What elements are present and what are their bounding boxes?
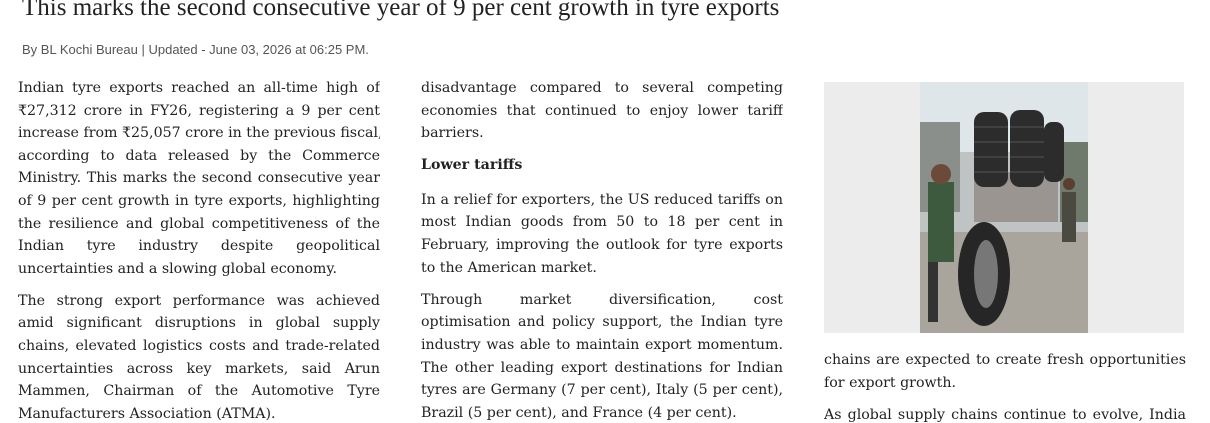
section-heading: Lower tariffs xyxy=(421,157,523,174)
text-line: Brazil (5 per cent), and France (4 per c… xyxy=(421,404,737,421)
text-line: according to data released by the Commer… xyxy=(18,147,380,164)
column: disadvantage compared to several competi… xyxy=(421,77,783,423)
column: Indian tyre exports reached an all-time … xyxy=(18,77,380,423)
text-line: Ministry. This marks the second consecut… xyxy=(18,170,380,187)
text-line: In a relief for exporters, the US reduce… xyxy=(421,191,783,208)
text-line: February, improving the outlook for tyre… xyxy=(421,237,783,254)
column: chains are expected to create fresh oppo… xyxy=(824,349,1186,423)
paragraph: In a relief for exporters, the US reduce… xyxy=(421,189,783,279)
paragraph: As global supply chains continue to evol… xyxy=(824,404,1186,423)
text-line: for export growth. xyxy=(824,374,956,391)
text-line: most Indian goods from 50 to 18 per cent… xyxy=(421,214,783,231)
text-line: to the American market. xyxy=(421,259,597,276)
paragraph: The strong export performance was achiev… xyxy=(18,290,380,423)
text-line: ₹27,312 crore in FY26, registering a 9 p… xyxy=(18,102,380,119)
text-line: The other leading export destinations fo… xyxy=(421,359,783,376)
text-line: As global supply chains continue to evol… xyxy=(824,406,1186,423)
paragraph: disadvantage compared to several competi… xyxy=(421,77,783,145)
text-line: disadvantage compared to several competi… xyxy=(421,80,783,96)
text-line: The strong export performance was achiev… xyxy=(18,292,380,309)
text-line: Mammen, Chairman of the Automotive Tyre xyxy=(18,383,380,400)
text-line: amid significant disruptions in global s… xyxy=(18,315,380,332)
text-line: uncertainties and a slowing global econo… xyxy=(18,260,337,277)
text-line: industry was able to maintain export mom… xyxy=(421,336,783,353)
text-line: Indian tyre industry despite geopolitica… xyxy=(18,238,380,255)
text-line: of 9 per cent growth in tyre exports, hi… xyxy=(18,192,380,209)
text-line: chains, elevated logistics costs and tra… xyxy=(18,338,380,355)
text-line: tyres are Germany (7 per cent), Italy (5… xyxy=(421,382,783,399)
text-line: the resilience and global competitivenes… xyxy=(18,215,380,232)
text-line: Manufacturers Association (ATMA). xyxy=(18,405,276,422)
text-line: economies that continued to enjoy lower … xyxy=(421,102,783,119)
headline: This marks the second consecutive year o… xyxy=(22,0,780,21)
text-line: optimisation and policy support, the Ind… xyxy=(421,314,783,331)
byline: By BL Kochi Bureau | Updated - June 03, … xyxy=(22,42,369,57)
text-line: Through market diversification, cost xyxy=(421,291,783,308)
paragraph: Indian tyre exports reached an all-time … xyxy=(18,77,380,280)
article-photo xyxy=(824,82,1184,333)
paragraph: chains are expected to create fresh oppo… xyxy=(824,349,1186,394)
text-line: uncertainties across key markets, said A… xyxy=(18,360,380,377)
text-line: barriers. xyxy=(421,125,484,142)
text-line: Indian tyre exports reached an all-time … xyxy=(18,80,380,96)
text-line: increase from ₹25,057 crore in the previ… xyxy=(18,125,380,142)
paragraph: Through market diversification, cost opti… xyxy=(421,289,783,423)
text-line: chains are expected to create fresh oppo… xyxy=(824,352,1186,368)
